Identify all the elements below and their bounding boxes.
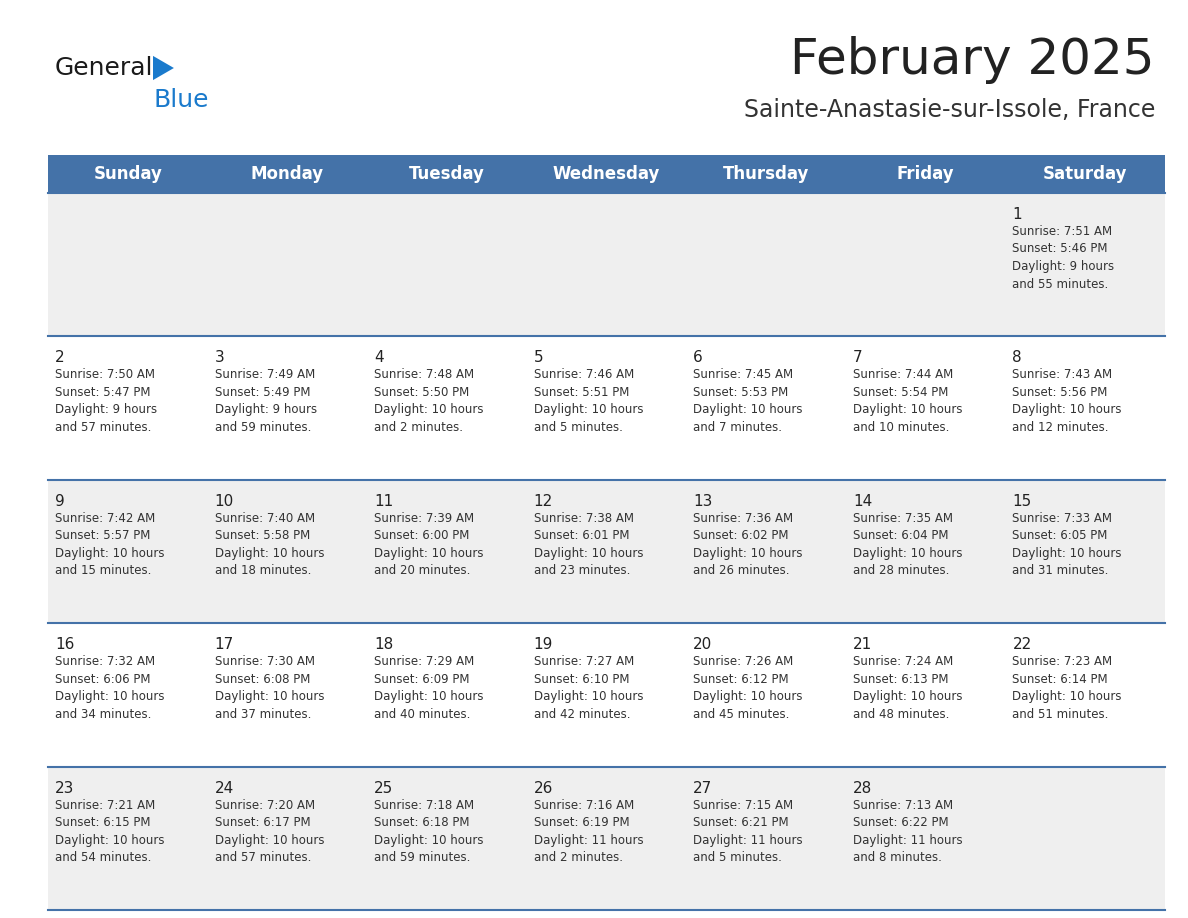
Text: Saturday: Saturday <box>1043 165 1127 183</box>
Text: 21: 21 <box>853 637 872 652</box>
Text: 6: 6 <box>694 351 703 365</box>
Text: Sunrise: 7:35 AM
Sunset: 6:04 PM
Daylight: 10 hours
and 28 minutes.: Sunrise: 7:35 AM Sunset: 6:04 PM Dayligh… <box>853 512 962 577</box>
Text: 13: 13 <box>694 494 713 509</box>
Text: 25: 25 <box>374 780 393 796</box>
Text: Sunrise: 7:16 AM
Sunset: 6:19 PM
Daylight: 11 hours
and 2 minutes.: Sunrise: 7:16 AM Sunset: 6:19 PM Dayligh… <box>533 799 644 864</box>
Text: February 2025: February 2025 <box>790 36 1155 84</box>
Text: Sunrise: 7:48 AM
Sunset: 5:50 PM
Daylight: 10 hours
and 2 minutes.: Sunrise: 7:48 AM Sunset: 5:50 PM Dayligh… <box>374 368 484 434</box>
Bar <box>48 193 1165 336</box>
Text: 26: 26 <box>533 780 554 796</box>
Text: Sunrise: 7:32 AM
Sunset: 6:06 PM
Daylight: 10 hours
and 34 minutes.: Sunrise: 7:32 AM Sunset: 6:06 PM Dayligh… <box>55 655 164 721</box>
Text: Sunrise: 7:27 AM
Sunset: 6:10 PM
Daylight: 10 hours
and 42 minutes.: Sunrise: 7:27 AM Sunset: 6:10 PM Dayligh… <box>533 655 643 721</box>
Text: 22: 22 <box>1012 637 1031 652</box>
Text: 12: 12 <box>533 494 552 509</box>
Text: Friday: Friday <box>897 165 954 183</box>
Text: Sunrise: 7:46 AM
Sunset: 5:51 PM
Daylight: 10 hours
and 5 minutes.: Sunrise: 7:46 AM Sunset: 5:51 PM Dayligh… <box>533 368 643 434</box>
Text: Sunrise: 7:45 AM
Sunset: 5:53 PM
Daylight: 10 hours
and 7 minutes.: Sunrise: 7:45 AM Sunset: 5:53 PM Dayligh… <box>694 368 803 434</box>
Text: General: General <box>55 56 153 80</box>
Text: 4: 4 <box>374 351 384 365</box>
Text: Sunrise: 7:44 AM
Sunset: 5:54 PM
Daylight: 10 hours
and 10 minutes.: Sunrise: 7:44 AM Sunset: 5:54 PM Dayligh… <box>853 368 962 434</box>
Bar <box>48 623 1165 767</box>
Text: Thursday: Thursday <box>722 165 809 183</box>
Text: 23: 23 <box>55 780 75 796</box>
Text: 17: 17 <box>215 637 234 652</box>
Text: Sunrise: 7:39 AM
Sunset: 6:00 PM
Daylight: 10 hours
and 20 minutes.: Sunrise: 7:39 AM Sunset: 6:00 PM Dayligh… <box>374 512 484 577</box>
Text: Sunrise: 7:24 AM
Sunset: 6:13 PM
Daylight: 10 hours
and 48 minutes.: Sunrise: 7:24 AM Sunset: 6:13 PM Dayligh… <box>853 655 962 721</box>
Text: Sunrise: 7:49 AM
Sunset: 5:49 PM
Daylight: 9 hours
and 59 minutes.: Sunrise: 7:49 AM Sunset: 5:49 PM Dayligh… <box>215 368 317 434</box>
Text: 1: 1 <box>1012 207 1022 222</box>
Text: Sunrise: 7:21 AM
Sunset: 6:15 PM
Daylight: 10 hours
and 54 minutes.: Sunrise: 7:21 AM Sunset: 6:15 PM Dayligh… <box>55 799 164 864</box>
Text: 20: 20 <box>694 637 713 652</box>
Text: Sunrise: 7:38 AM
Sunset: 6:01 PM
Daylight: 10 hours
and 23 minutes.: Sunrise: 7:38 AM Sunset: 6:01 PM Dayligh… <box>533 512 643 577</box>
Text: 8: 8 <box>1012 351 1022 365</box>
Text: 9: 9 <box>55 494 65 509</box>
Text: 10: 10 <box>215 494 234 509</box>
Text: 7: 7 <box>853 351 862 365</box>
Text: 3: 3 <box>215 351 225 365</box>
Polygon shape <box>153 56 173 80</box>
Text: Sunrise: 7:23 AM
Sunset: 6:14 PM
Daylight: 10 hours
and 51 minutes.: Sunrise: 7:23 AM Sunset: 6:14 PM Dayligh… <box>1012 655 1121 721</box>
Text: 24: 24 <box>215 780 234 796</box>
Text: Monday: Monday <box>251 165 324 183</box>
Text: Sunrise: 7:26 AM
Sunset: 6:12 PM
Daylight: 10 hours
and 45 minutes.: Sunrise: 7:26 AM Sunset: 6:12 PM Dayligh… <box>694 655 803 721</box>
Text: 16: 16 <box>55 637 75 652</box>
Text: Sunrise: 7:51 AM
Sunset: 5:46 PM
Daylight: 9 hours
and 55 minutes.: Sunrise: 7:51 AM Sunset: 5:46 PM Dayligh… <box>1012 225 1114 290</box>
Text: Sunrise: 7:20 AM
Sunset: 6:17 PM
Daylight: 10 hours
and 57 minutes.: Sunrise: 7:20 AM Sunset: 6:17 PM Dayligh… <box>215 799 324 864</box>
Text: Sunrise: 7:18 AM
Sunset: 6:18 PM
Daylight: 10 hours
and 59 minutes.: Sunrise: 7:18 AM Sunset: 6:18 PM Dayligh… <box>374 799 484 864</box>
Text: 2: 2 <box>55 351 64 365</box>
Text: Wednesday: Wednesday <box>552 165 661 183</box>
Text: 28: 28 <box>853 780 872 796</box>
Text: 19: 19 <box>533 637 554 652</box>
Text: Sunrise: 7:40 AM
Sunset: 5:58 PM
Daylight: 10 hours
and 18 minutes.: Sunrise: 7:40 AM Sunset: 5:58 PM Dayligh… <box>215 512 324 577</box>
Text: Sunrise: 7:33 AM
Sunset: 6:05 PM
Daylight: 10 hours
and 31 minutes.: Sunrise: 7:33 AM Sunset: 6:05 PM Dayligh… <box>1012 512 1121 577</box>
Text: 15: 15 <box>1012 494 1031 509</box>
Text: Sunrise: 7:29 AM
Sunset: 6:09 PM
Daylight: 10 hours
and 40 minutes.: Sunrise: 7:29 AM Sunset: 6:09 PM Dayligh… <box>374 655 484 721</box>
Text: 14: 14 <box>853 494 872 509</box>
Bar <box>48 767 1165 910</box>
Bar <box>48 155 1165 193</box>
Bar <box>48 336 1165 480</box>
Text: 27: 27 <box>694 780 713 796</box>
Bar <box>48 480 1165 623</box>
Text: Sainte-Anastasie-sur-Issole, France: Sainte-Anastasie-sur-Issole, France <box>744 98 1155 122</box>
Text: 5: 5 <box>533 351 543 365</box>
Text: Sunday: Sunday <box>94 165 163 183</box>
Text: Blue: Blue <box>153 88 209 112</box>
Text: Sunrise: 7:42 AM
Sunset: 5:57 PM
Daylight: 10 hours
and 15 minutes.: Sunrise: 7:42 AM Sunset: 5:57 PM Dayligh… <box>55 512 164 577</box>
Text: 11: 11 <box>374 494 393 509</box>
Text: Sunrise: 7:43 AM
Sunset: 5:56 PM
Daylight: 10 hours
and 12 minutes.: Sunrise: 7:43 AM Sunset: 5:56 PM Dayligh… <box>1012 368 1121 434</box>
Text: Sunrise: 7:36 AM
Sunset: 6:02 PM
Daylight: 10 hours
and 26 minutes.: Sunrise: 7:36 AM Sunset: 6:02 PM Dayligh… <box>694 512 803 577</box>
Text: Sunrise: 7:15 AM
Sunset: 6:21 PM
Daylight: 11 hours
and 5 minutes.: Sunrise: 7:15 AM Sunset: 6:21 PM Dayligh… <box>694 799 803 864</box>
Text: Sunrise: 7:30 AM
Sunset: 6:08 PM
Daylight: 10 hours
and 37 minutes.: Sunrise: 7:30 AM Sunset: 6:08 PM Dayligh… <box>215 655 324 721</box>
Text: Tuesday: Tuesday <box>409 165 485 183</box>
Text: 18: 18 <box>374 637 393 652</box>
Text: Sunrise: 7:50 AM
Sunset: 5:47 PM
Daylight: 9 hours
and 57 minutes.: Sunrise: 7:50 AM Sunset: 5:47 PM Dayligh… <box>55 368 157 434</box>
Text: Sunrise: 7:13 AM
Sunset: 6:22 PM
Daylight: 11 hours
and 8 minutes.: Sunrise: 7:13 AM Sunset: 6:22 PM Dayligh… <box>853 799 962 864</box>
